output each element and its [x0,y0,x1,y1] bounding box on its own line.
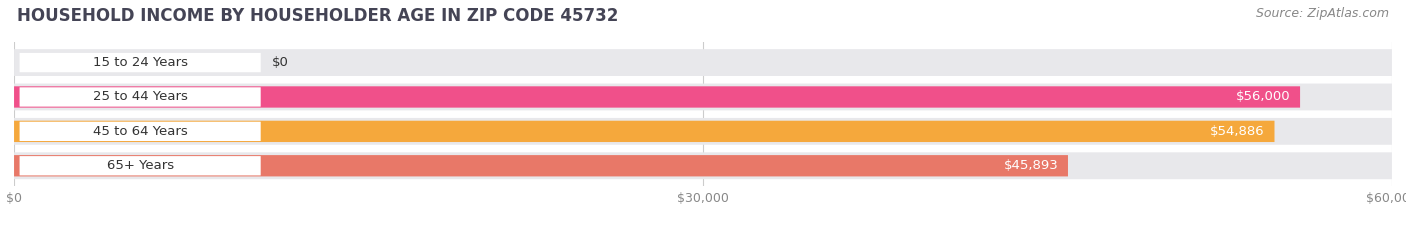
Text: $45,893: $45,893 [1004,159,1059,172]
Text: $54,886: $54,886 [1211,125,1265,138]
FancyBboxPatch shape [14,86,1301,108]
FancyBboxPatch shape [14,155,1069,176]
FancyBboxPatch shape [14,121,1274,142]
Text: 25 to 44 Years: 25 to 44 Years [93,90,187,103]
FancyBboxPatch shape [14,152,1392,179]
FancyBboxPatch shape [20,156,260,175]
FancyBboxPatch shape [20,87,260,107]
Text: $56,000: $56,000 [1236,90,1291,103]
Text: $0: $0 [271,56,288,69]
FancyBboxPatch shape [20,53,260,72]
FancyBboxPatch shape [20,122,260,141]
Text: 15 to 24 Years: 15 to 24 Years [93,56,187,69]
Text: 45 to 64 Years: 45 to 64 Years [93,125,187,138]
FancyBboxPatch shape [14,118,1392,145]
Text: Source: ZipAtlas.com: Source: ZipAtlas.com [1256,7,1389,20]
FancyBboxPatch shape [14,84,1392,110]
FancyBboxPatch shape [14,49,1392,76]
Text: HOUSEHOLD INCOME BY HOUSEHOLDER AGE IN ZIP CODE 45732: HOUSEHOLD INCOME BY HOUSEHOLDER AGE IN Z… [17,7,619,25]
Text: 65+ Years: 65+ Years [107,159,174,172]
